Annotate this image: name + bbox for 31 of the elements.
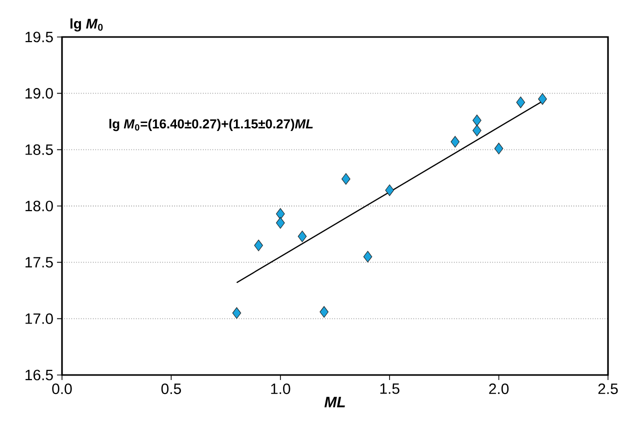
y-tick-label: 17.5 <box>26 257 53 268</box>
x-tick-label: 0.5 <box>161 384 181 394</box>
point <box>232 307 242 319</box>
y-tick-label: 16.5 <box>26 370 53 380</box>
x-tick-label: 2.0 <box>489 384 509 394</box>
y-axis-title: lg M$_{0}$ <box>70 18 103 32</box>
x-tick-label: 1.0 <box>271 384 290 394</box>
point <box>276 217 285 229</box>
point <box>363 250 372 262</box>
x-tick-label: 2.5 <box>598 384 618 394</box>
x-tick-label: 1.5 <box>380 384 400 394</box>
point <box>298 230 307 242</box>
annotation: lg M$_{0}$=(16.40±0.27)+(1.15±0.27)ML <box>109 118 313 132</box>
point <box>320 306 328 318</box>
x-axis-title: ML <box>324 396 345 408</box>
point <box>450 136 460 148</box>
point <box>472 114 482 126</box>
y-tick-label: 18.5 <box>26 144 53 155</box>
y-tick-label: 18.0 <box>26 200 53 212</box>
point <box>385 184 394 196</box>
point <box>276 208 285 220</box>
point <box>342 173 350 185</box>
point <box>254 240 263 252</box>
y-tick-label: 17.0 <box>26 313 53 324</box>
point <box>472 124 482 136</box>
point <box>538 93 547 105</box>
y-tick-label: 19.0 <box>26 88 53 99</box>
x-tick-label: 0.0 <box>52 384 72 394</box>
point <box>494 142 504 154</box>
y-tick-label: 19.5 <box>26 32 53 42</box>
point <box>516 96 526 108</box>
